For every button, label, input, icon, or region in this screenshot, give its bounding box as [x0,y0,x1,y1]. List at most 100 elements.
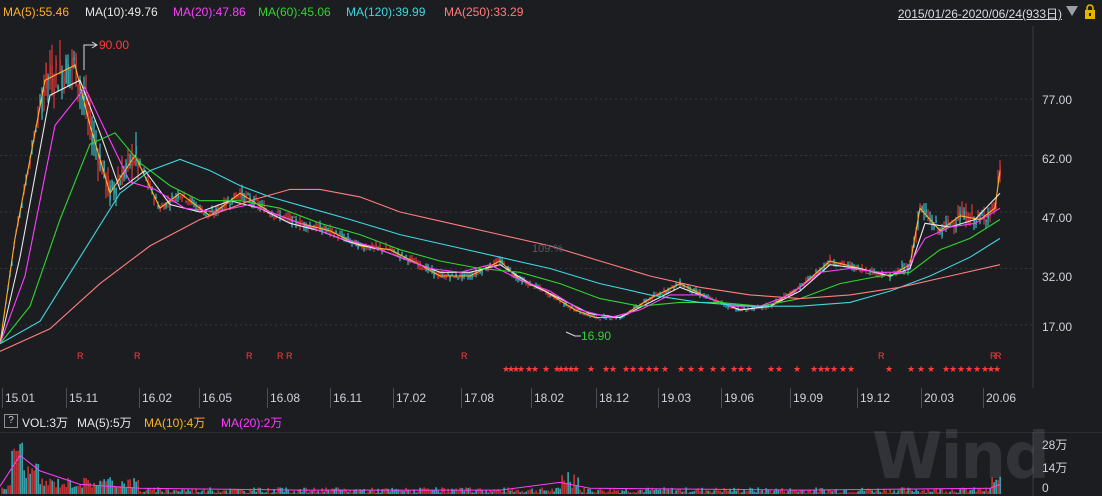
volume-bar [125,487,127,494]
volume-bar [691,491,693,494]
candle-body [421,267,423,269]
volume-bar [607,491,609,494]
candle-body [55,60,57,69]
candle-body [513,273,515,278]
volume-bar [379,492,381,494]
volume-bar [387,488,389,494]
candle-body [85,93,87,111]
candle-body [921,206,923,211]
candle-body [473,274,475,277]
candle-body [811,278,813,280]
candle-body [997,178,999,184]
x-tick-mark [393,388,394,408]
x-tick-mark [658,388,659,408]
volume-bar [5,489,7,494]
vol-ma10-label: MA(10):4万 [144,416,206,430]
volume-bar [181,489,183,494]
lock-icon[interactable] [1084,4,1096,19]
candle-body [281,216,283,219]
star-marker: ★ [517,364,525,374]
r-marker: R [990,351,997,361]
volume-bar [25,477,27,494]
candle-body [277,211,279,213]
volume-bar [949,491,951,494]
volume-bar [537,492,539,494]
candle-body [137,159,139,168]
volume-bar [85,478,87,494]
volume-bar [951,489,953,494]
candle-body [215,207,217,213]
star-marker: ★ [645,364,653,374]
help-icon[interactable]: ? [4,414,18,428]
candle-body [677,284,679,286]
volume-bar [565,483,567,494]
r-marker: R [286,351,293,361]
candle-body [119,180,121,186]
volume-bar [629,492,631,494]
low-label: 16.90 [581,329,611,343]
volume-bar [195,488,197,494]
candle-body [157,204,159,208]
candle-body [151,187,153,193]
volume-bar [275,492,277,494]
candle-body [429,268,431,271]
candle-body [615,318,617,320]
volume-bar [169,492,171,494]
candle-body [809,276,811,278]
volume-bar [547,490,549,494]
date-range-selector[interactable]: 2015/01/26-2020/06/24(933日) [897,7,1062,21]
dropdown-arrow-icon[interactable] [1066,6,1078,16]
volume-chart[interactable] [0,432,1102,496]
volume-bar [611,492,613,494]
volume-bar [767,489,769,494]
volume-bar [991,477,993,494]
volume-bar [945,491,947,494]
candle-body [183,191,185,196]
volume-bar [91,487,93,494]
volume-bar [459,487,461,494]
candle-body [909,264,911,269]
x-tick-label: 17.08 [464,391,495,405]
volume-bar [895,492,897,494]
volume-bar [717,490,719,494]
volume-bar [473,492,475,494]
candle-body [329,227,331,233]
r-marker: R [134,351,141,361]
candle-body [101,165,103,175]
candle-body [339,233,341,235]
candle-body [135,145,137,155]
volume-bar [121,481,123,494]
volume-bar [201,490,203,494]
volume-bar [65,486,67,494]
volume-bar [133,478,135,494]
volume-bar [479,488,481,494]
volume-bar [533,492,535,494]
volume-bar [853,492,855,494]
volume-bar [969,490,971,494]
volume-bar [779,490,781,494]
candle-body [99,154,101,169]
ma5-label: MA(5):55.46 [3,5,70,19]
candle-body [83,95,85,102]
x-tick-mark [596,388,597,408]
ma60-label: MA(60):45.06 [258,5,331,19]
x-tick-mark [983,388,984,408]
candle-body [465,273,467,275]
volume-bar [73,486,75,494]
volume-bar [383,488,385,494]
candle-body [797,286,799,288]
x-tick-label: 20.03 [924,391,955,405]
price-chart[interactable]: R R R R R R R RR★★★★ ★★ ★ ★★★★★ ★ ★★ ★★ ★ ★★ ★ ★ ★ ★ ★ ★ ★★ ★ ★ ★… [0,26,1102,388]
volume-bar [975,491,977,494]
volume-bar [219,492,221,494]
candle-body [375,244,377,249]
candle-body [719,300,721,302]
candle-body [947,219,949,225]
x-tick-mark [461,388,462,408]
vol-ma20-label: MA(20):2万 [221,416,283,430]
volume-bar [141,492,143,494]
volume-bar [855,492,857,494]
candle-body [51,65,53,91]
candle-body [177,193,179,199]
candle-body [237,194,239,198]
